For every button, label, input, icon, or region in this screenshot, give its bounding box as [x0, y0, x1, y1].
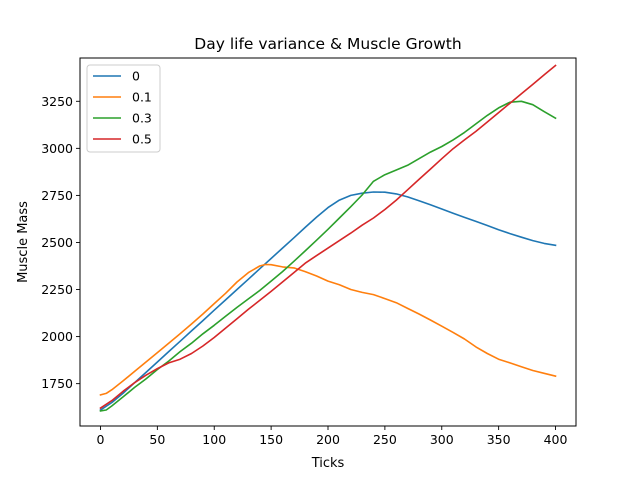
- y-tick-label: 2750: [41, 188, 73, 203]
- x-tick-label: 200: [316, 432, 340, 447]
- series-line-2: [99, 100, 557, 412]
- legend-box: [86, 64, 161, 153]
- x-tick-label: 400: [544, 432, 568, 447]
- series-line-3: [99, 64, 557, 410]
- y-tick-label: 3000: [41, 141, 73, 156]
- y-axis: 1750 2000 2250 2500 2750 3000 3250: [41, 94, 80, 391]
- legend-label-3: 0.5: [132, 132, 152, 147]
- legend-label-1: 0.1: [132, 90, 152, 105]
- x-tick-label: 0: [97, 432, 105, 447]
- x-tick-label: 100: [202, 432, 226, 447]
- x-tick-label: 300: [430, 432, 454, 447]
- legend: 0 0.1 0.3 0.5: [86, 64, 161, 153]
- y-tick-label: 2250: [41, 282, 73, 297]
- x-axis-label: Ticks: [311, 456, 345, 471]
- y-axis-label: Muscle Mass: [16, 201, 31, 283]
- y-tick-label: 1750: [41, 376, 73, 391]
- x-tick-label: 250: [373, 432, 397, 447]
- x-tick-label: 150: [259, 432, 283, 447]
- y-tick-label: 2500: [41, 235, 73, 250]
- x-tick-label: 350: [487, 432, 511, 447]
- series-line-0: [99, 191, 557, 412]
- series-layer: [99, 64, 557, 412]
- x-tick-label: 50: [149, 432, 165, 447]
- x-axis: 0 50 100 150 200 250 300 350 400: [97, 426, 568, 447]
- y-tick-label: 3250: [41, 94, 73, 109]
- y-tick-label: 2000: [41, 329, 73, 344]
- legend-label-0: 0: [132, 69, 140, 84]
- chart-title: Day life variance & Muscle Growth: [194, 35, 461, 53]
- legend-label-2: 0.3: [132, 111, 152, 126]
- series-line-1: [99, 263, 557, 396]
